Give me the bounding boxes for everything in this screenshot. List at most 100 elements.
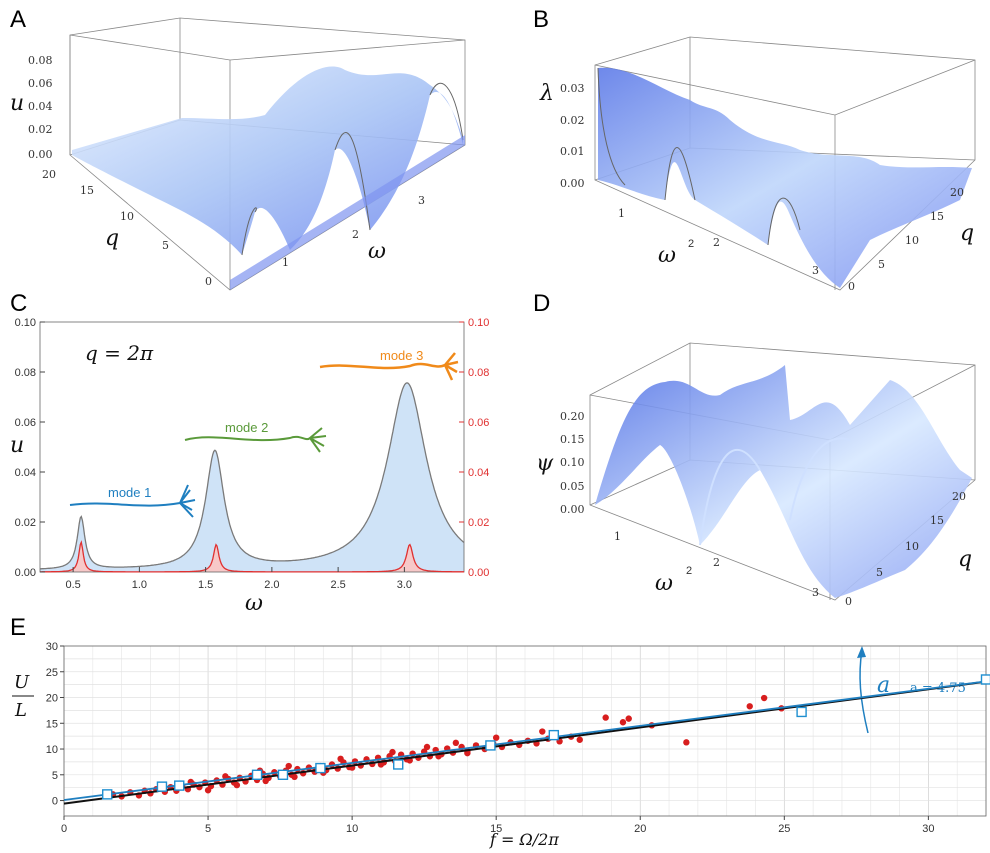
panel-letter-e: E	[10, 614, 27, 641]
panel-letter-d: D	[533, 290, 551, 317]
panel-b-zt-3: 0.00	[560, 177, 585, 190]
panel-e-x-tick-label: 10	[346, 823, 358, 835]
panel-e-slope-symbol: a	[877, 673, 890, 698]
panel-a-xt-2: 3	[418, 194, 425, 207]
mode-1-illustration: mode 1	[69, 484, 196, 518]
panel-c-series-2-area	[40, 542, 464, 572]
panel-a-zt-3: 0.02	[28, 123, 53, 136]
panel-c-y2-tick-label: 0.02	[468, 517, 489, 529]
panel-e-square-point	[156, 781, 168, 792]
panel-letter-c: C	[10, 290, 28, 317]
panel-a-xt-0: 1	[282, 256, 289, 269]
panel-d-yt-0: 20	[952, 490, 966, 503]
panel-e-data-point	[204, 787, 212, 794]
panel-e-data-point	[746, 703, 753, 710]
panel-e-slope-arc	[859, 649, 869, 734]
panel-b-x-ticks: 1 2 3	[618, 207, 819, 277]
panel-c-x-tick-label: 1.0	[132, 579, 147, 591]
mode-1-label: mode 1	[108, 485, 151, 500]
panel-e-square-point	[102, 789, 113, 800]
panel-b-z-label: λ	[539, 81, 554, 106]
panel-e-data-point	[492, 734, 500, 741]
panel-e-x-tick-label: 0	[61, 823, 67, 835]
panel-e-data-point	[683, 739, 690, 746]
panel-a-yt-0: 20	[42, 168, 56, 181]
panel-d-zt-3: 0.05	[560, 480, 585, 493]
panel-a-zt-2: 0.04	[28, 100, 53, 113]
mode-3-label: mode 3	[380, 348, 423, 363]
panel-e-data-point	[452, 739, 460, 747]
panel-c-y-tick-label: 0.04	[15, 467, 36, 479]
panel-e-square-point	[980, 674, 990, 685]
panel-b-surface	[598, 67, 972, 289]
panel-c-y-tick-label: 0.10	[15, 317, 36, 329]
panel-e-square-point	[251, 769, 263, 780]
panel-a-y-label: q	[105, 226, 119, 251]
panel-e-data-point	[233, 781, 241, 789]
panel-d-yt-3: 5	[876, 566, 883, 579]
panel-e-data-point	[291, 773, 298, 781]
panel-a-y-ticks: 20 15 10 5 0	[42, 168, 212, 288]
panel-c-chart: q = 2π u ω mode 1 mode 2 mode 3 0.5 1.0 1.…	[10, 317, 489, 616]
panel-c-series-1-line	[40, 382, 465, 570]
panel-e-x-tick-label: 15	[490, 823, 502, 835]
panel-c-x-label: ω	[245, 591, 263, 616]
mode-3-illustration: mode 3	[319, 348, 459, 381]
panel-e-x-tick-label: 20	[634, 823, 646, 835]
panel-c-x-tick-label: 3.0	[397, 579, 412, 591]
panel-c-y2-tick-label: 0.06	[468, 417, 489, 429]
mode-2-illustration: mode 2	[184, 420, 327, 453]
panel-e-square-point	[315, 762, 326, 774]
panel-e-square-point	[174, 780, 185, 791]
panel-e-x-tick-label: 25	[778, 823, 790, 835]
panel-d-zt-0: 0.20	[560, 410, 585, 423]
panel-d-xt-0: 1	[614, 530, 621, 543]
panel-d-yt-2: 10	[905, 540, 919, 553]
panel-e-y-tick-label: 5	[52, 770, 58, 782]
panel-c-y2-tick-label: 0.00	[468, 567, 489, 579]
panel-e-square-point	[796, 706, 807, 718]
panel-e-fit-line-blue	[63, 680, 987, 801]
panel-b-y-ticks: 20 15 10 5 0	[848, 186, 964, 293]
panel-b-x-label-sup: 2	[688, 238, 694, 250]
panel-e-data-point	[602, 714, 609, 721]
panel-a-z-label: u	[10, 91, 24, 116]
panel-c-y-tick-label: 0.08	[15, 367, 36, 379]
panel-e-data-point	[625, 715, 632, 722]
panel-b-zt-0: 0.03	[560, 82, 585, 95]
panel-e-square-point	[485, 740, 496, 751]
panel-e-x-tick-label: 5	[205, 823, 211, 835]
panel-b-z-ticks: 0.03 0.02 0.01 0.00	[560, 82, 585, 190]
panel-d-3d-plot: 0.20 0.15 0.10 0.05 0.00 1 2 3 20 15 10 …	[536, 342, 976, 608]
panel-letter-a: A	[10, 6, 27, 33]
panel-c-y-label: u	[10, 433, 24, 458]
panel-d-x-label-sup: 2	[686, 565, 692, 577]
panel-b-yt-2: 10	[905, 234, 919, 247]
panel-e-square-point	[277, 769, 289, 780]
panel-c-series-2-line	[40, 540, 464, 573]
panel-e-data-point	[576, 736, 583, 743]
panel-b-3d-plot: 0.03 0.02 0.01 0.00 1 2 3 20 15 10 5 0 λ…	[539, 36, 976, 293]
panel-a-zt-4: 0.00	[28, 148, 53, 161]
panel-b-yt-3: 5	[878, 258, 885, 271]
panel-c-x-tick-label: 2.5	[330, 579, 345, 591]
panel-e-x-tick-label: 30	[922, 823, 934, 835]
panel-d-xt-1: 2	[713, 556, 720, 569]
panel-a-x-label: ω	[368, 239, 386, 264]
panel-e-y-tick-label: 10	[46, 744, 58, 756]
panel-d-zt-1: 0.15	[560, 433, 585, 446]
panel-e-data-point	[619, 719, 627, 726]
panel-a-yt-4: 0	[205, 275, 212, 288]
panel-a-yt-3: 5	[162, 239, 169, 252]
panel-d-x-label: ω	[655, 571, 673, 596]
panel-b-yt-1: 15	[930, 210, 944, 223]
panel-d-y-label: q	[958, 547, 972, 572]
panel-e-y-label-den: L	[14, 700, 27, 721]
panel-a-z-ticks: 0.08 0.06 0.04 0.02 0.00	[28, 54, 53, 161]
panel-e-square-point	[393, 759, 404, 770]
panel-e-y-label-num: U	[14, 672, 30, 693]
panel-e-slope-arrowhead	[857, 646, 866, 658]
panel-c-y-tick-label: 0.02	[15, 517, 36, 529]
panel-b-zt-1: 0.02	[560, 114, 585, 127]
